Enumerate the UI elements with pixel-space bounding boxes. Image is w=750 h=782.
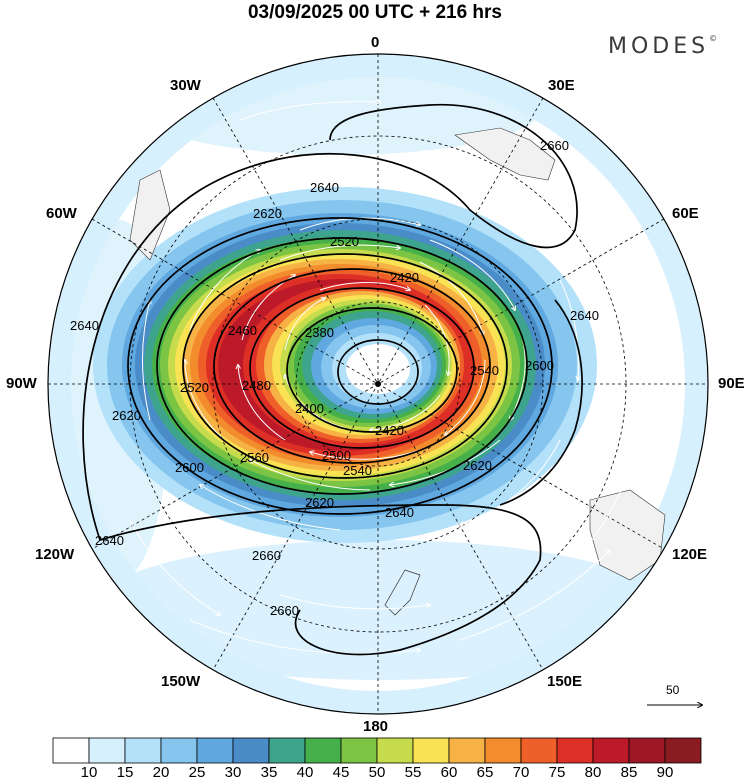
colorbar-swatch: [52, 737, 90, 764]
colorbar-tick-label: 25: [188, 764, 206, 781]
colorbar-tick-label: 50: [368, 764, 386, 781]
colorbar-swatch: [196, 737, 234, 764]
contour-label: 2520: [180, 380, 209, 395]
contour-label: 2640: [570, 308, 599, 323]
contour-label: 2640: [385, 505, 414, 520]
colorbar-swatch: [340, 737, 378, 764]
longitude-label-30e: 30E: [548, 77, 575, 94]
colorbar-tick-label: 90: [656, 764, 674, 781]
contour-label: 2500: [322, 448, 351, 463]
colorbar-swatch: [412, 737, 450, 764]
contour-label: 2640: [95, 533, 124, 548]
contour-label: 2420: [375, 423, 404, 438]
colorbar-ticks: 10 15 20 25 30 35 40 45 50 55 60 65 70 75 80 85 90: [0, 764, 750, 782]
colorbar-swatch: [556, 737, 594, 764]
colorbar-swatch: [448, 737, 486, 764]
contour-label: 2480: [242, 378, 271, 393]
colorbar-swatch: [304, 737, 342, 764]
colorbar-swatch: [484, 737, 522, 764]
colorbar-tick-label: 55: [404, 764, 422, 781]
colorbar-tick-label: 75: [548, 764, 566, 781]
longitude-label-90e: 90E: [718, 375, 745, 392]
colorbar-swatch: [376, 737, 414, 764]
colorbar-tick-label: 70: [512, 764, 530, 781]
colorbar-swatch: [592, 737, 630, 764]
contour-label: 2620: [253, 206, 282, 221]
contour-label: 2400: [295, 401, 324, 416]
colorbar-swatch: [520, 737, 558, 764]
longitude-label-60e: 60E: [672, 205, 699, 222]
colorbar-tick-label: 10: [80, 764, 98, 781]
contour-label: 2460: [228, 323, 257, 338]
colorbar-swatch: [232, 737, 270, 764]
colorbar-tick-label: 80: [584, 764, 602, 781]
longitude-label-120e: 120E: [672, 546, 708, 563]
longitude-label-30w: 30W: [170, 77, 201, 94]
contour-label: 2640: [70, 318, 99, 333]
south-pole-marker: [375, 381, 381, 387]
contour-labels: 2380 2400 2420 2420 2460 2480 2500 2520 …: [70, 138, 599, 618]
logo-text: MODES: [608, 34, 710, 59]
colorbar-tick-label: 15: [116, 764, 134, 781]
colorbar-swatch: [628, 737, 666, 764]
colorbar-tick-label: 35: [260, 764, 278, 781]
colorbar: [52, 737, 702, 764]
contour-label: 2620: [305, 495, 334, 510]
contour-label: 2600: [525, 358, 554, 373]
contour-label: 2560: [240, 450, 269, 465]
contour-label: 2520: [330, 234, 359, 249]
colorbar-swatch: [88, 737, 126, 764]
longitude-label-60w: 60W: [46, 205, 77, 222]
contour-label: 2620: [112, 408, 141, 423]
contour-label: 2640: [310, 180, 339, 195]
colorbar-tick-label: 60: [440, 764, 458, 781]
map-boundary: [47, 53, 709, 715]
longitude-label-150e: 150E: [547, 673, 583, 690]
longitude-label-180: 180: [363, 718, 389, 735]
colorbar-tick-label: 45: [332, 764, 350, 781]
colorbar-swatch: [160, 737, 198, 764]
colorbar-swatch: [664, 737, 702, 764]
colorbar-tick-label: 30: [224, 764, 242, 781]
contour-label: 2540: [343, 463, 372, 478]
colorbar-tick-label: 40: [296, 764, 314, 781]
contour-label: 2620: [463, 458, 492, 473]
colorbar-swatch: [268, 737, 306, 764]
contour-label: 2420: [390, 270, 419, 285]
colorbar-tick-label: 20: [152, 764, 170, 781]
contour-label: 2660: [540, 138, 569, 153]
colorbar-swatch: [124, 737, 162, 764]
colorbar-tick-label: 65: [476, 764, 494, 781]
contour-label: 2660: [270, 603, 299, 618]
colorbar-tick-label: 85: [620, 764, 638, 781]
height-contours: [82, 103, 583, 656]
reference-vector-label: 50: [666, 683, 680, 697]
wind-speed-field: [48, 54, 708, 714]
logo-copyright-mark: ©: [709, 34, 718, 43]
contour-label: 2600: [175, 460, 204, 475]
contour-label: 2540: [470, 363, 499, 378]
contour-label: 2660: [252, 548, 281, 563]
contour-label: 2380: [305, 325, 334, 340]
longitude-label-150w: 150W: [161, 673, 201, 690]
map-title: 03/09/2025 00 UTC + 216 hrs: [247, 2, 503, 23]
longitude-label-120w: 120W: [35, 546, 75, 563]
modes-logo: MODES©: [608, 34, 717, 59]
longitude-label-90w: 90W: [6, 375, 37, 392]
longitude-label-0: 0: [371, 34, 380, 51]
